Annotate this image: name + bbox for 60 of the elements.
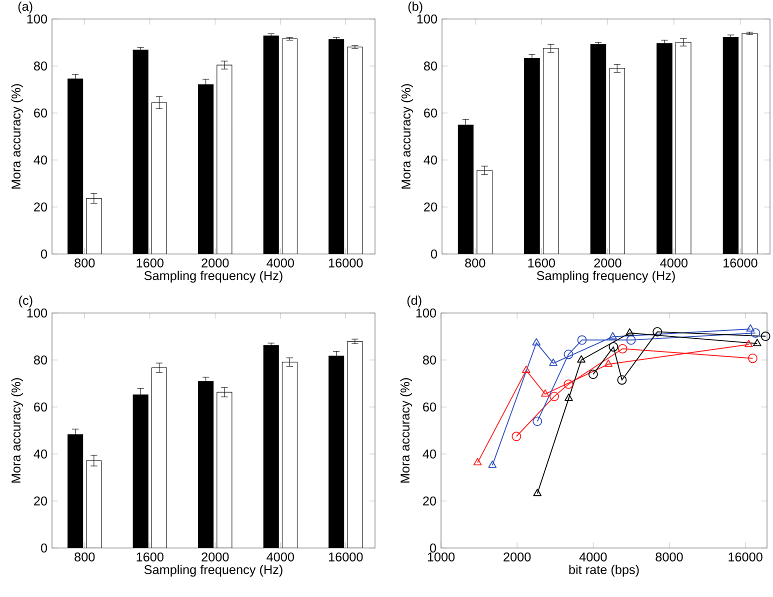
x-axis-title: Sampling frequency (Hz) [536,270,675,283]
x-tick-label: 1600 [136,258,164,268]
bar [524,58,540,254]
y-tick-label: 100 [416,308,436,318]
y-tick-label: 0 [40,544,48,552]
x-tick-label: 2000 [504,552,531,562]
x-tick-label: 4000 [266,258,294,268]
y-tick-label: 60 [34,402,48,412]
x-tick-label: 16000 [328,258,363,268]
x-tick-label: 2000 [202,552,229,562]
y-tick-label: 0 [430,250,438,258]
y-tick-label: 100 [27,308,48,318]
y-tick-label: 20 [424,202,438,212]
x-tick-label: 800 [465,258,486,268]
bar [590,44,606,254]
x-axis-title: Sampling frequency (Hz) [144,564,282,577]
y-axis-title: Mora accuracy (%) [11,84,24,189]
y-axis-title: Mora accuracy (%) [401,84,414,189]
chart-title: (d) [407,296,422,308]
x-tick-label: 4000 [579,552,607,562]
y-tick-label: 80 [34,356,48,364]
y-tick-label: 80 [424,62,438,70]
y-tick-label: 40 [422,450,436,458]
y-tick-label: 60 [424,108,438,118]
y-tick-label: 100 [417,14,438,24]
y-tick-label: 100 [27,14,48,24]
y-tick-label: 40 [34,156,48,164]
x-tick-label: 1600 [528,258,555,268]
y-tick-label: 20 [34,202,48,212]
x-tick-label: 16000 [328,552,363,562]
x-tick-label: 2000 [202,258,229,268]
bar [656,43,672,254]
y-tick-label: 40 [424,156,438,164]
y-tick-label: 20 [34,496,48,506]
bar [722,37,739,254]
y-tick-label: 0 [40,250,48,258]
x-tick-label: 800 [74,552,95,562]
x-tick-label: 2000 [594,258,622,268]
y-tick-label: 0 [430,544,436,552]
x-tick-label: 16000 [724,258,758,268]
x-tick-label: 16000 [728,552,762,562]
chart-title: (b) [408,2,422,14]
y-axis-title: Mora accuracy (%) [11,378,24,483]
y-tick-label: 80 [422,356,436,364]
x-tick-label: 1000 [428,552,455,562]
x-tick-label: 8000 [656,552,683,562]
y-tick-label: 40 [34,450,48,458]
y-tick-label: 60 [34,108,48,118]
y-axis-title: Mora accuracy (%) [400,378,412,483]
y-tick-label: 60 [423,402,436,412]
chart-title: (a) [18,2,32,14]
x-tick-label: 4000 [660,258,688,268]
y-tick-label: 80 [34,62,48,70]
chart-title: (c) [19,296,32,308]
x-tick-label: 1600 [136,552,164,562]
x-axis-title: bit rate (bps) [569,564,639,577]
y-tick-label: 20 [423,496,436,506]
x-axis-title: Sampling frequency (Hz) [144,270,282,283]
x-tick-label: 800 [74,258,95,268]
x-tick-label: 4000 [266,552,294,562]
